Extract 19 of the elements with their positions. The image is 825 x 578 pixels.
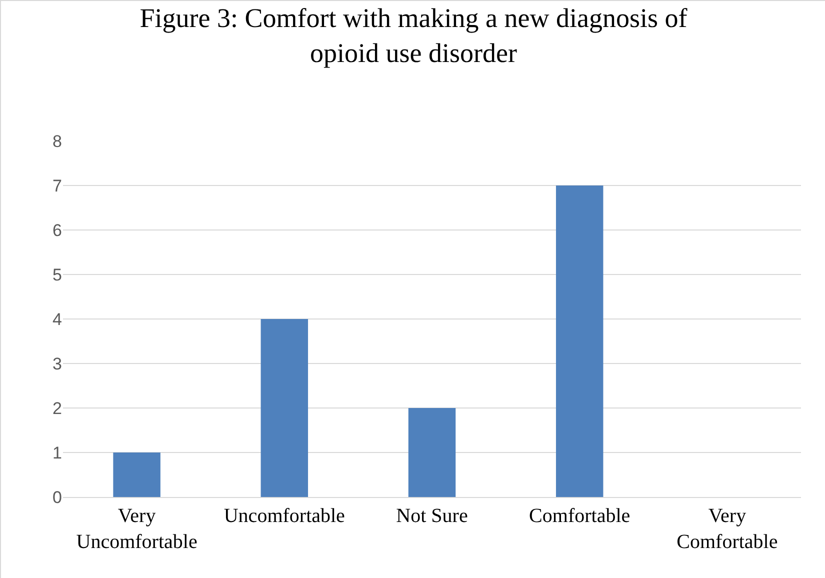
bar <box>408 408 456 497</box>
x-tick-label: Comfortable <box>529 505 630 527</box>
bar <box>113 452 160 497</box>
x-tick-label: Not Sure <box>396 505 468 527</box>
x-tick-label: Uncomfortable <box>224 505 346 527</box>
bar <box>556 186 604 497</box>
y-tick-label: 8 <box>52 132 62 151</box>
y-tick-label: 5 <box>52 265 62 284</box>
y-tick-label: 3 <box>52 354 62 374</box>
x-tick-label: Very Uncomfortable <box>76 505 198 553</box>
y-tick-label: 1 <box>52 443 62 462</box>
y-tick-label: 7 <box>52 176 62 196</box>
y-tick-label: 6 <box>52 220 62 240</box>
chart-title: Figure 3: Comfort with making a new diagnosis of opioid use disorder <box>140 3 688 68</box>
y-tick-label: 4 <box>52 310 62 329</box>
y-tick-label: 2 <box>52 398 62 418</box>
y-tick-label: 0 <box>52 488 62 507</box>
bar <box>260 319 308 497</box>
x-tick-label: Very Comfortable <box>676 505 778 553</box>
